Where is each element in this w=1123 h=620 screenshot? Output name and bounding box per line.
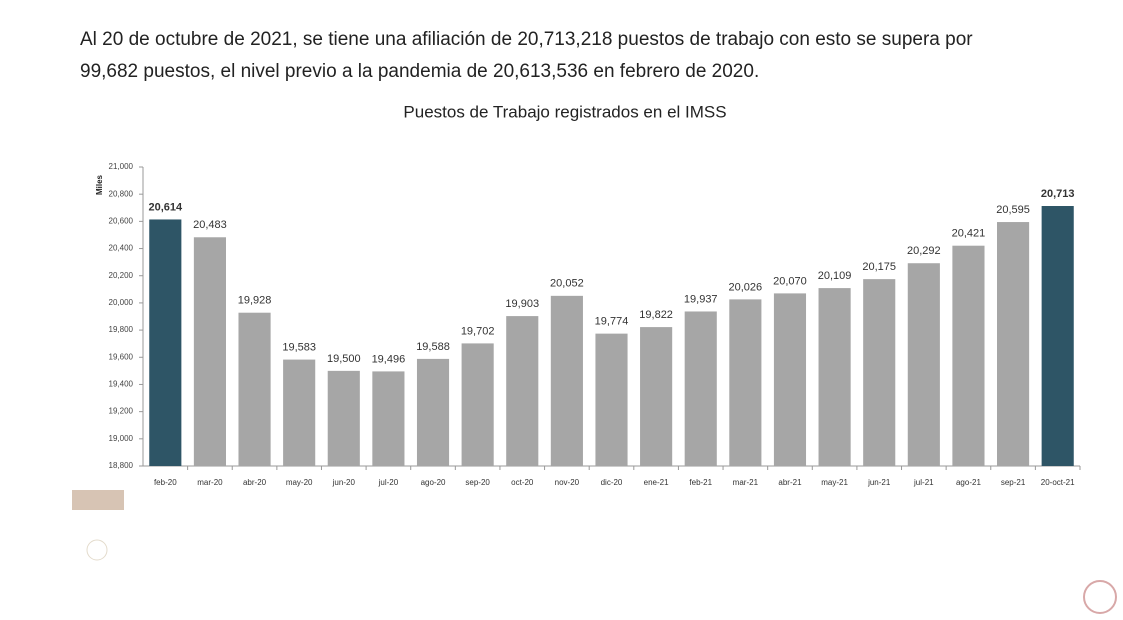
y-tick-label: 19,400 (109, 380, 134, 389)
x-tick-label: jun-20 (332, 478, 356, 487)
bar (1041, 206, 1074, 466)
value-label: 20,292 (907, 245, 941, 257)
bar (149, 219, 182, 466)
bar (818, 288, 851, 466)
value-label: 19,903 (505, 298, 539, 310)
x-tick-label: mar-21 (733, 478, 759, 487)
bar (729, 299, 762, 466)
bar (773, 293, 807, 466)
value-label: 20,421 (952, 228, 986, 240)
bar (907, 263, 940, 466)
x-tick-label: abr-20 (243, 478, 267, 487)
corner-logo (1083, 580, 1117, 614)
intro-line: Al 20 de octubre de 2021, se tiene una a… (80, 29, 973, 50)
bar (327, 370, 360, 466)
y-axis-label: Miles (95, 174, 104, 195)
x-tick-label: feb-20 (154, 478, 177, 487)
value-label: 20,026 (729, 281, 763, 293)
bar (997, 222, 1030, 466)
bar (283, 359, 316, 466)
x-tick-label: may-21 (821, 478, 848, 487)
x-tick-label: oct-20 (511, 478, 534, 487)
y-tick-label: 20,000 (109, 298, 134, 307)
bar (506, 316, 539, 466)
value-label: 20,614 (148, 201, 183, 213)
value-label: 19,496 (372, 353, 406, 365)
x-tick-label: feb-21 (689, 478, 712, 487)
value-label: 20,483 (193, 219, 227, 231)
y-tick-label: 18,800 (109, 461, 134, 470)
x-tick-label: dic-20 (601, 478, 623, 487)
y-tick-label: 19,600 (109, 352, 134, 361)
x-tick-label: jul-20 (378, 478, 399, 487)
logo-shape (72, 490, 124, 510)
bar (416, 358, 450, 466)
y-tick-label: 19,200 (109, 407, 134, 416)
value-label: 19,702 (461, 325, 495, 337)
bar (952, 245, 985, 466)
value-label: 19,928 (238, 295, 272, 307)
y-tick-label: 19,000 (109, 434, 134, 443)
x-tick-label: ene-21 (644, 478, 669, 487)
value-label: 19,583 (282, 341, 316, 353)
chart-title: Puestos de Trabajo registrados en el IMS… (403, 102, 726, 121)
value-label: 19,774 (595, 316, 629, 328)
bar (640, 327, 673, 466)
y-tick-label: 20,800 (109, 189, 134, 198)
bar (193, 237, 226, 466)
x-tick-label: nov-20 (555, 478, 580, 487)
x-tick-label: jul-21 (913, 478, 934, 487)
value-label: 20,595 (996, 204, 1030, 216)
bar (595, 333, 628, 466)
y-tick-label: 20,400 (109, 244, 134, 253)
logo (72, 490, 124, 561)
x-tick-label: mar-20 (197, 478, 223, 487)
y-tick-label: 21,000 (109, 162, 134, 171)
y-tick-label: 20,600 (109, 216, 134, 225)
value-label: 20,052 (550, 278, 584, 290)
x-tick-label: jun-21 (867, 478, 891, 487)
value-label: 19,937 (684, 293, 718, 305)
x-tick-label: abr-21 (778, 478, 802, 487)
bar (461, 343, 494, 466)
x-tick-label: sep-20 (465, 478, 490, 487)
x-tick-label: 20-oct-21 (1041, 478, 1075, 487)
bar (684, 311, 717, 466)
y-tick-label: 20,200 (109, 271, 134, 280)
value-label: 20,070 (773, 275, 807, 287)
value-label: 20,109 (818, 270, 852, 282)
x-tick-label: ago-21 (956, 478, 981, 487)
x-tick-label: ago-20 (421, 478, 446, 487)
value-label: 20,713 (1041, 188, 1075, 200)
x-tick-label: may-20 (286, 478, 313, 487)
value-label: 20,175 (862, 261, 896, 273)
bar (372, 371, 405, 466)
logo-seal (86, 539, 108, 561)
bar (863, 279, 896, 466)
bar (238, 312, 271, 466)
value-label: 19,822 (639, 309, 673, 321)
value-label: 19,500 (327, 353, 361, 365)
bar (550, 295, 583, 466)
x-tick-label: sep-21 (1001, 478, 1026, 487)
intro-line: 99,682 puestos, el nivel previo a la pan… (80, 61, 759, 82)
y-tick-label: 19,800 (109, 325, 134, 334)
value-label: 19,588 (416, 341, 450, 353)
